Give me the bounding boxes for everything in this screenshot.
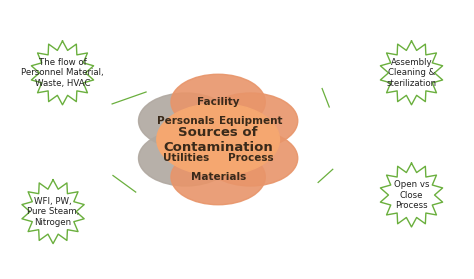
Text: Utilities: Utilities bbox=[163, 153, 209, 163]
Text: WFI, PW,
Pure Steam,
Nitrogen: WFI, PW, Pure Steam, Nitrogen bbox=[27, 197, 79, 227]
Text: Assembly
Cleaning &
sterilization: Assembly Cleaning & sterilization bbox=[386, 58, 437, 88]
Text: Materials: Materials bbox=[191, 172, 246, 182]
Circle shape bbox=[171, 74, 265, 130]
Circle shape bbox=[171, 149, 265, 205]
Text: Personals: Personals bbox=[157, 116, 214, 126]
Circle shape bbox=[203, 131, 298, 186]
Circle shape bbox=[138, 93, 233, 148]
Circle shape bbox=[138, 131, 233, 186]
Text: Facility: Facility bbox=[197, 97, 239, 107]
Text: Process: Process bbox=[228, 153, 273, 163]
Circle shape bbox=[203, 93, 298, 148]
Text: Open vs
Close
Process: Open vs Close Process bbox=[394, 180, 429, 210]
Circle shape bbox=[157, 104, 280, 175]
Text: The flow of
Personnel Material,
Waste, HVAC: The flow of Personnel Material, Waste, H… bbox=[21, 58, 104, 88]
Text: Sources of
Contamination: Sources of Contamination bbox=[163, 126, 273, 153]
Text: Equipment: Equipment bbox=[219, 116, 283, 126]
